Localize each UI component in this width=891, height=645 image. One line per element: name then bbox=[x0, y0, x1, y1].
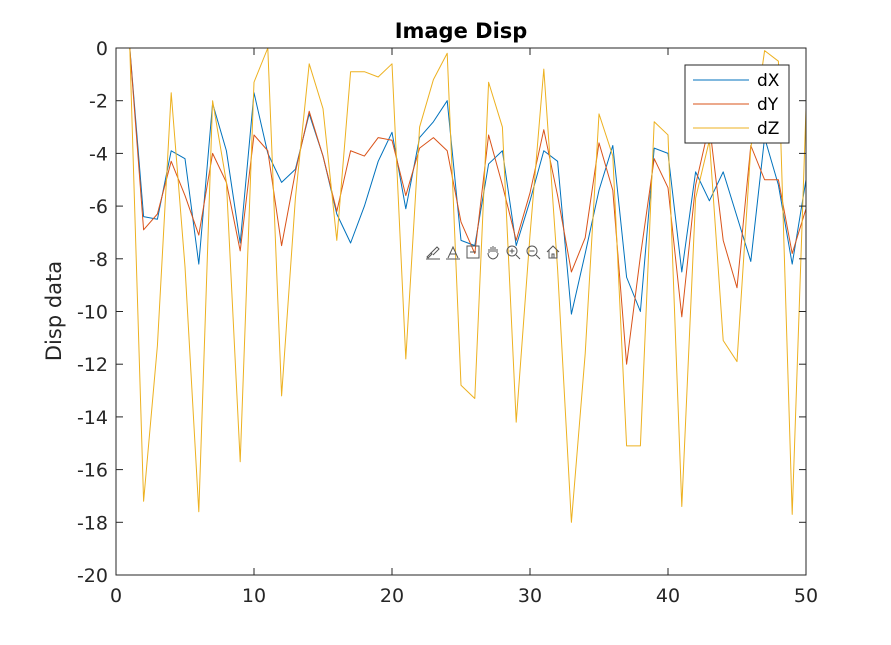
y-tick-label: -14 bbox=[77, 407, 108, 429]
series-line-dY[interactable] bbox=[129, 47, 807, 365]
home-icon[interactable] bbox=[544, 243, 562, 261]
y-tick-label: -18 bbox=[77, 512, 108, 534]
legend-label-dZ: dZ bbox=[757, 119, 779, 139]
series-line-dX[interactable] bbox=[129, 47, 807, 315]
y-tick-label: -2 bbox=[89, 91, 108, 113]
chart-title: Image Disp bbox=[395, 19, 528, 43]
y-tick-label: -12 bbox=[77, 354, 108, 376]
zoom-plus-icon[interactable] bbox=[504, 243, 522, 261]
axis-ticks: 0 10 20 30 40 50 0 -2 -4 -6 -8 -10 -12 -14 -16 -18 -20 bbox=[77, 38, 818, 607]
axes-toolbar bbox=[424, 243, 562, 261]
y-axis-label: Disp data bbox=[42, 261, 66, 361]
y-tick-label: -8 bbox=[89, 249, 108, 271]
y-tick-label: -6 bbox=[89, 196, 108, 218]
series-line-dZ[interactable] bbox=[129, 47, 807, 523]
y-tick-label: -10 bbox=[77, 302, 108, 324]
legend[interactable]: dX dY dZ bbox=[684, 64, 790, 144]
x-tick-label: 0 bbox=[110, 585, 122, 607]
legend-label-dX: dX bbox=[757, 71, 780, 91]
x-tick-label: 30 bbox=[518, 585, 542, 607]
legend-label-dY: dY bbox=[757, 95, 779, 115]
zoom-minus-icon[interactable] bbox=[524, 243, 542, 261]
y-tick-label: -20 bbox=[77, 565, 108, 587]
x-tick-label: 40 bbox=[656, 585, 680, 607]
y-tick-label: -16 bbox=[77, 460, 108, 482]
data-tips-icon[interactable] bbox=[444, 243, 462, 261]
x-tick-label: 10 bbox=[242, 585, 266, 607]
zoom-in-icon[interactable] bbox=[464, 243, 482, 261]
y-tick-label: -4 bbox=[89, 143, 108, 165]
y-tick-label: 0 bbox=[96, 38, 108, 60]
series-lines bbox=[129, 47, 807, 523]
brush-icon[interactable] bbox=[424, 243, 442, 261]
x-tick-label: 20 bbox=[380, 585, 404, 607]
pan-icon[interactable] bbox=[484, 243, 502, 261]
x-tick-label: 50 bbox=[794, 585, 818, 607]
